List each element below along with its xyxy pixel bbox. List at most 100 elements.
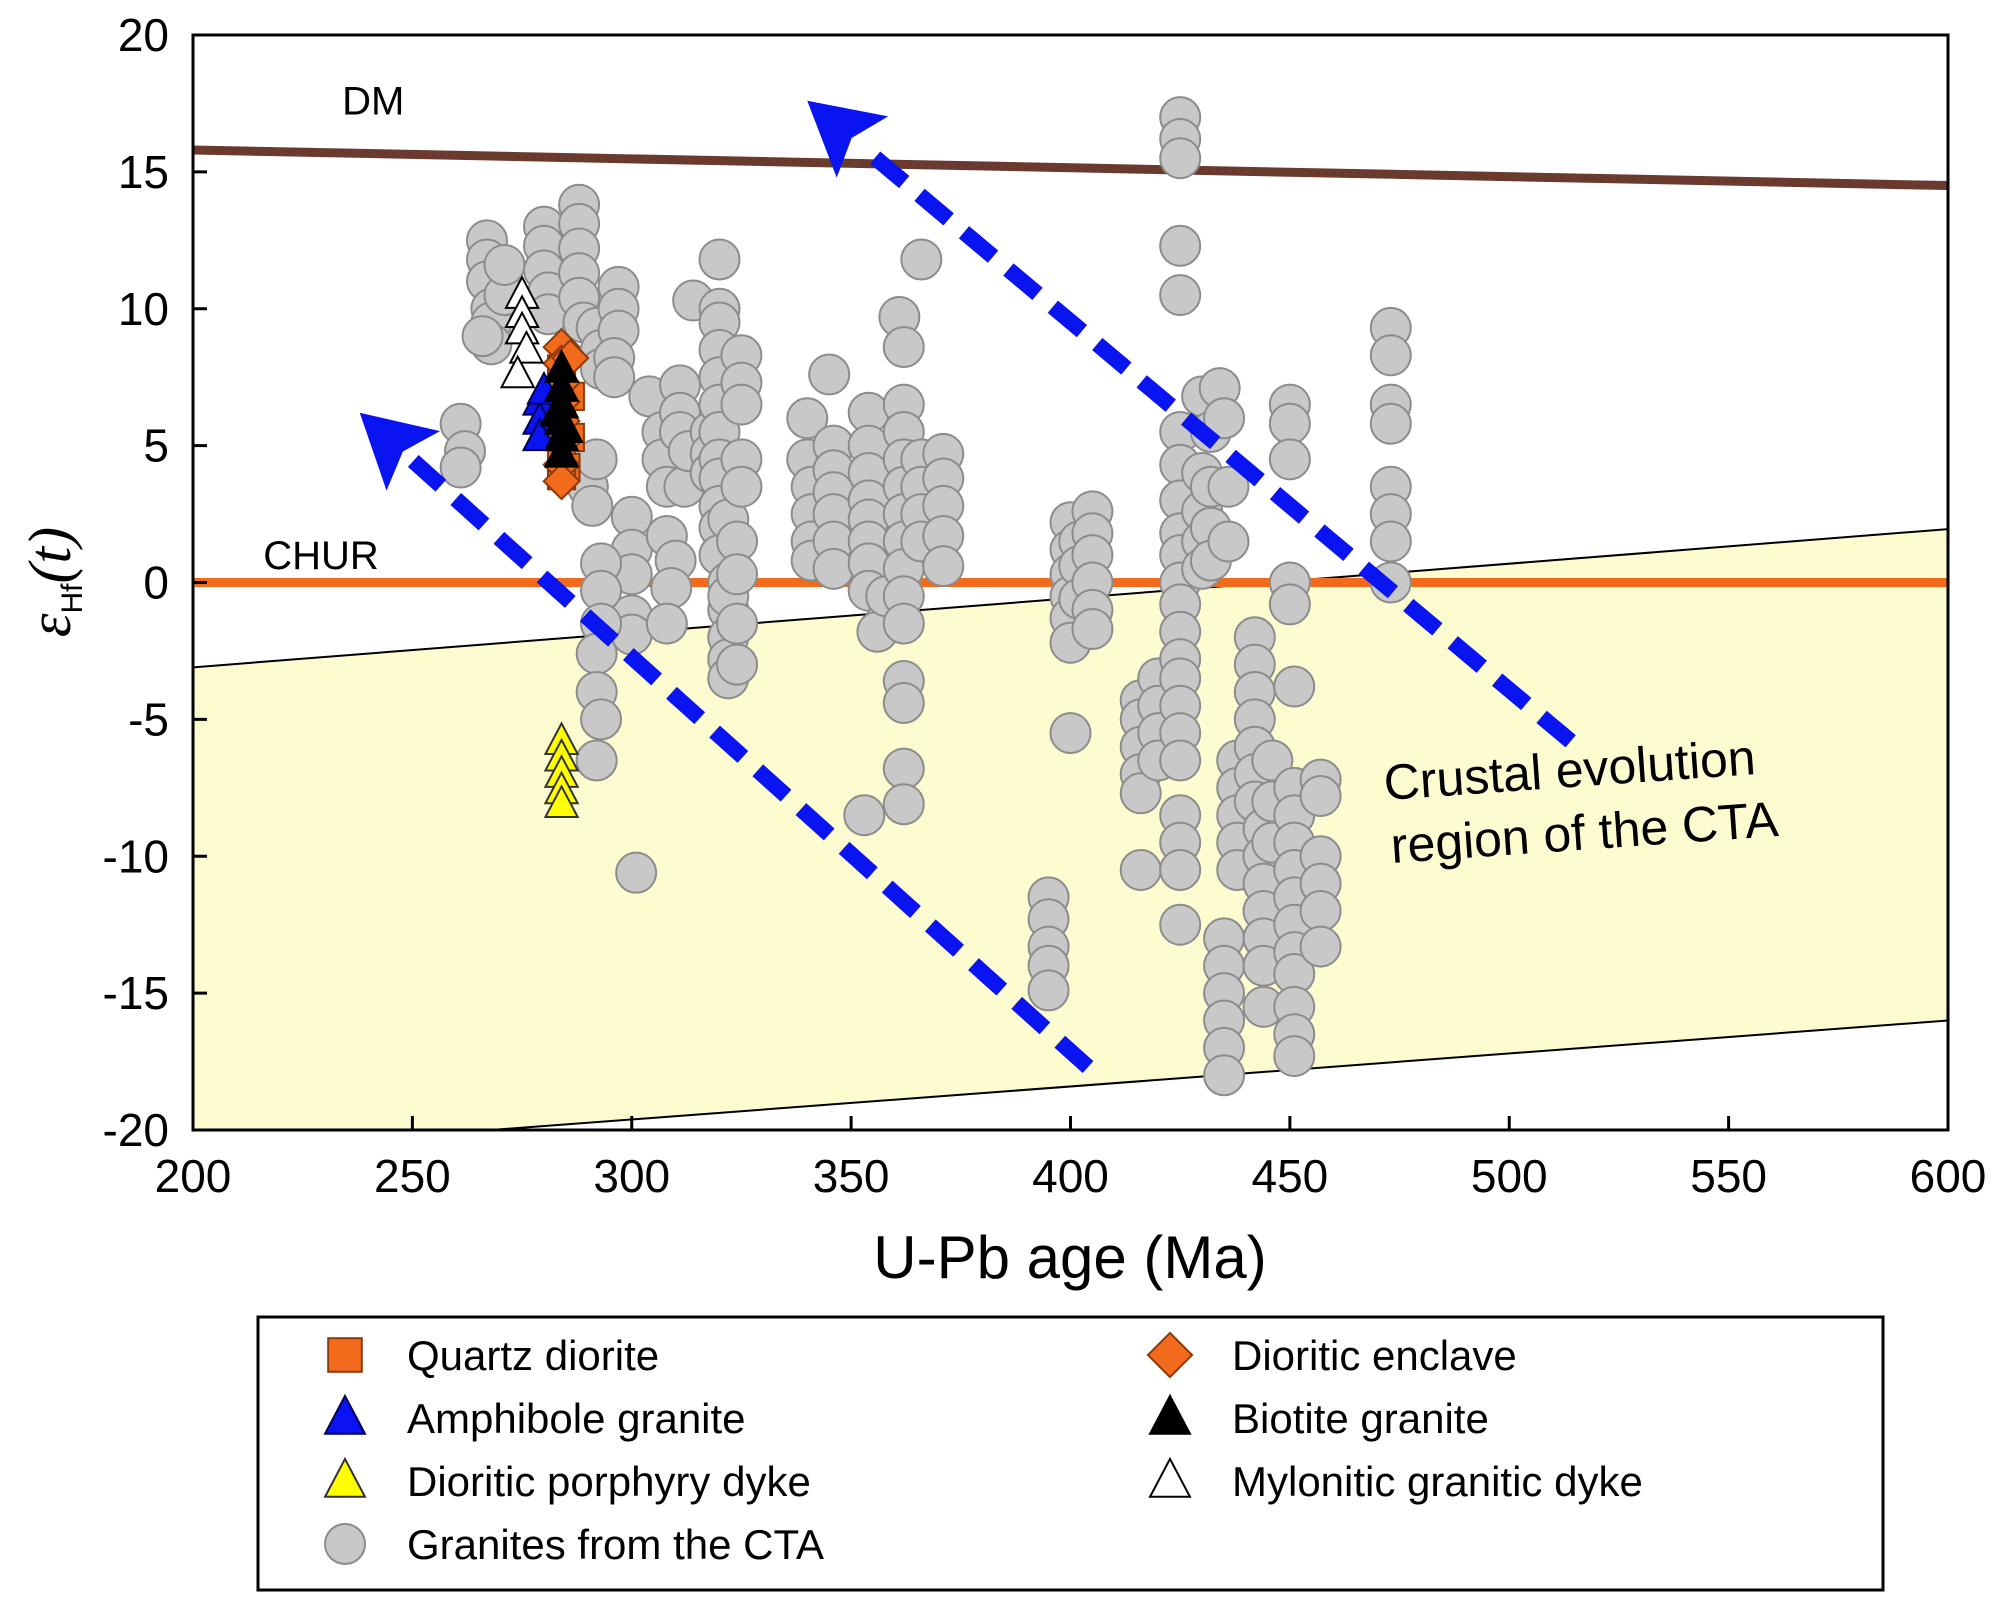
y-label-epsilon: ε bbox=[17, 613, 83, 637]
legend: Quartz diorite Dioritic enclave Amphibole … bbox=[256, 1315, 1885, 1592]
data-point bbox=[1159, 903, 1202, 946]
legend-label: Granites from the CTA bbox=[407, 1521, 824, 1568]
data-point bbox=[1119, 772, 1162, 815]
data-point bbox=[461, 315, 504, 358]
data-point bbox=[1159, 137, 1202, 180]
legend-box bbox=[256, 1315, 1885, 1592]
x-tick-label: 400 bbox=[1032, 1150, 1109, 1202]
x-tick-label: 350 bbox=[813, 1150, 890, 1202]
dm-label: DM bbox=[342, 79, 404, 123]
data-point bbox=[483, 243, 526, 286]
data-point bbox=[1369, 520, 1412, 563]
series-granites-from-the-cta bbox=[439, 96, 1412, 1097]
plot-area bbox=[191, 33, 1950, 1132]
legend-item-mylonitic-granitic-dyke: Mylonitic granitic dyke bbox=[1148, 1456, 1643, 1505]
data-point bbox=[1369, 334, 1412, 377]
legend-marker bbox=[327, 1337, 363, 1373]
data-point bbox=[1369, 402, 1412, 445]
data-point bbox=[1299, 925, 1342, 968]
data-point bbox=[1251, 739, 1294, 782]
data-point bbox=[1049, 712, 1092, 755]
data-point bbox=[900, 238, 943, 281]
y-tick-label: 0 bbox=[143, 557, 169, 609]
legend-marker bbox=[1148, 1393, 1192, 1435]
data-point bbox=[1268, 438, 1311, 481]
svg-text:εHf(t): εHf(t) bbox=[17, 527, 89, 637]
data-point bbox=[882, 783, 925, 826]
data-point bbox=[716, 553, 759, 596]
data-point bbox=[1119, 848, 1162, 891]
data-point bbox=[1273, 665, 1316, 708]
data-point bbox=[1299, 890, 1342, 932]
data-point bbox=[843, 794, 886, 837]
legend-label: Dioritic enclave bbox=[1232, 1332, 1517, 1379]
x-tick-label: 300 bbox=[593, 1150, 670, 1202]
data-point bbox=[882, 681, 925, 724]
data-point bbox=[548, 409, 584, 443]
legend-marker bbox=[323, 1393, 367, 1435]
y-tick-label: -20 bbox=[103, 1104, 169, 1156]
data-point bbox=[882, 326, 925, 369]
data-point bbox=[650, 566, 693, 609]
data-point bbox=[698, 238, 741, 281]
data-point bbox=[1207, 520, 1250, 563]
legend-label: Quartz diorite bbox=[407, 1332, 659, 1379]
data-point bbox=[1203, 1054, 1246, 1097]
evolution-arrow-shaft bbox=[857, 140, 1576, 748]
legend-item-granites-from-the-cta: Granites from the CTA bbox=[324, 1521, 824, 1568]
chur-label: CHUR bbox=[263, 534, 379, 578]
y-axis-label: εHf(t) bbox=[17, 527, 89, 637]
legend-label: Mylonitic granitic dyke bbox=[1232, 1458, 1643, 1505]
legend-item-amphibole-granite: Amphibole granite bbox=[323, 1393, 746, 1442]
x-axis-label: U-Pb age (Ma) bbox=[873, 1224, 1266, 1291]
series-dioritic-porphyry-dyke bbox=[543, 721, 580, 818]
data-point bbox=[1207, 465, 1250, 508]
data-point bbox=[1159, 848, 1202, 891]
data-point bbox=[716, 602, 759, 645]
legend-marker bbox=[1146, 1331, 1194, 1379]
data-point bbox=[499, 354, 536, 389]
data-point bbox=[571, 484, 614, 527]
y-tick-label: 10 bbox=[118, 283, 169, 335]
evolution-arrow-head bbox=[359, 412, 441, 491]
x-tick-label: 200 bbox=[155, 1150, 232, 1202]
data-point bbox=[580, 698, 623, 741]
legend-item-quartz-diorite: Quartz diorite bbox=[327, 1332, 659, 1379]
data-point bbox=[439, 446, 482, 489]
data-point bbox=[1071, 608, 1114, 651]
data-point bbox=[882, 602, 925, 645]
data-points bbox=[439, 96, 1412, 1097]
data-point bbox=[716, 643, 759, 686]
data-point bbox=[786, 397, 829, 440]
y-tick-label: -15 bbox=[103, 967, 169, 1019]
data-point bbox=[882, 747, 925, 790]
dm-reference-line bbox=[193, 145, 1948, 191]
data-point bbox=[720, 465, 763, 508]
series-biotite-granite bbox=[539, 348, 584, 468]
data-point bbox=[720, 383, 763, 426]
data-point bbox=[575, 739, 618, 782]
data-point bbox=[808, 353, 851, 396]
evolution-arrow-head bbox=[807, 100, 889, 178]
x-axis: 200 250 300 350 400 450 500 550 600 bbox=[155, 1116, 1987, 1202]
data-point bbox=[1159, 274, 1202, 317]
data-point bbox=[1299, 775, 1342, 818]
x-tick-label: 600 bbox=[1910, 1150, 1987, 1202]
y-label-subscript: Hf bbox=[56, 583, 89, 614]
x-tick-label: 250 bbox=[374, 1150, 451, 1202]
y-tick-label: -10 bbox=[103, 830, 169, 882]
x-tick-label: 450 bbox=[1252, 1150, 1329, 1202]
y-axis: 20 15 10 5 0 -5 -10 -15 -20 bbox=[103, 9, 207, 1156]
data-point bbox=[1159, 739, 1202, 782]
data-point bbox=[521, 417, 558, 452]
data-point bbox=[508, 329, 545, 364]
legend-label: Amphibole granite bbox=[407, 1395, 746, 1442]
x-tick-label: 500 bbox=[1471, 1150, 1548, 1202]
legend-marker bbox=[1148, 1456, 1192, 1498]
legend-label: Biotite granite bbox=[1232, 1395, 1489, 1442]
legend-label: Dioritic porphyry dyke bbox=[407, 1458, 811, 1505]
y-tick-label: -5 bbox=[128, 693, 169, 745]
data-point bbox=[543, 433, 580, 468]
data-point bbox=[542, 461, 581, 501]
